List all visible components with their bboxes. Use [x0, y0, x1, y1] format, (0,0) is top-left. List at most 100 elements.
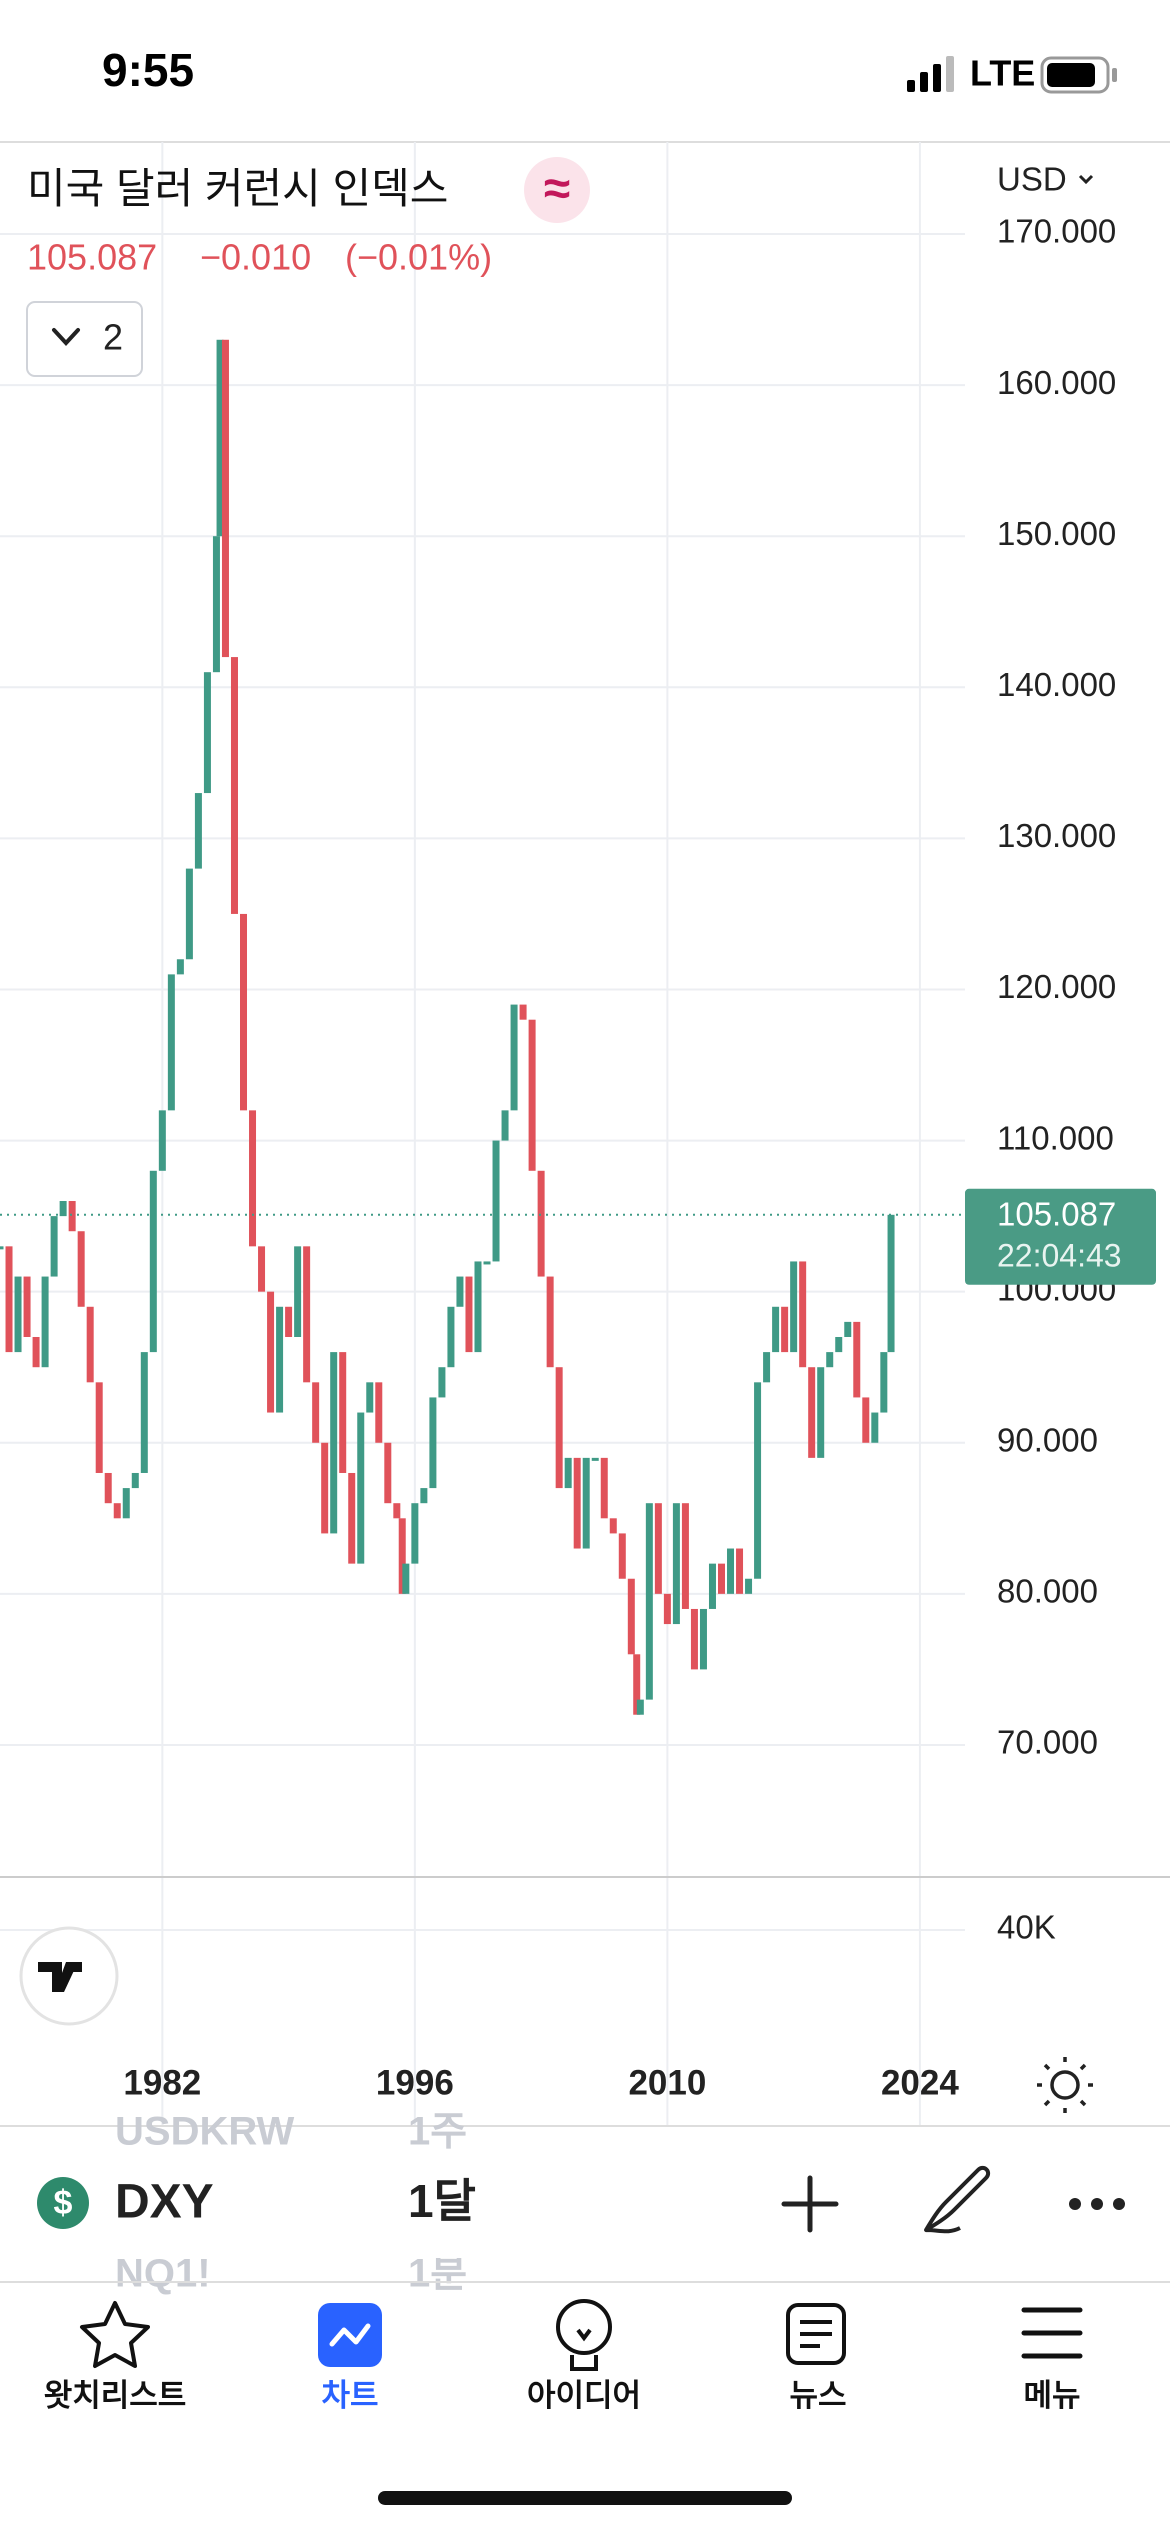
currency-caret: [1078, 174, 1094, 185]
candle: [555, 1367, 563, 1489]
candle: [582, 1457, 590, 1549]
candle: [853, 1321, 861, 1398]
interval[interactable]: 1달: [408, 2175, 476, 2227]
candle: [312, 1382, 320, 1443]
candle: [375, 1382, 383, 1443]
candle: [0, 1246, 4, 1250]
candle: [402, 1563, 410, 1594]
indicator-count: 2: [103, 317, 123, 358]
news-icon[interactable]: [786, 2303, 846, 2365]
candle: [398, 1518, 406, 1594]
candle: [447, 1306, 455, 1368]
symbol-name[interactable]: DXY: [115, 2176, 214, 2229]
candle: [492, 1140, 500, 1262]
candle: [483, 1261, 491, 1265]
candle: [50, 1216, 58, 1277]
candle: [519, 1004, 527, 1020]
candle: [131, 1472, 139, 1489]
x-tick-label: 2024: [881, 2063, 959, 2102]
candle: [717, 1563, 725, 1594]
candle: [59, 1201, 67, 1217]
status-time: 9:55: [102, 44, 194, 96]
candle: [763, 1352, 771, 1383]
prev-interval: 1주: [408, 2110, 467, 2154]
candle: [708, 1563, 716, 1609]
tradingview-logo[interactable]: [19, 1926, 119, 2026]
more-button[interactable]: [1069, 2198, 1125, 2210]
candle: [294, 1246, 302, 1337]
draw-button[interactable]: [924, 2165, 991, 2234]
candle: [158, 1110, 166, 1171]
candle: [663, 1593, 671, 1625]
candle: [140, 1352, 148, 1473]
header-change: −0.010: [200, 237, 311, 278]
candle: [267, 1291, 275, 1413]
menu-icon[interactable]: [1021, 2307, 1083, 2359]
chart-tab-icon[interactable]: [318, 2303, 382, 2367]
volume-tick-label: 40K: [997, 1909, 1056, 1946]
watchlist-icon[interactable]: [80, 2301, 150, 2368]
x-tick-label: 1996: [376, 2063, 454, 2102]
tab-label[interactable]: 왓치리스트: [44, 2378, 187, 2413]
candle: [86, 1306, 94, 1383]
y-tick-label: 90.000: [997, 1421, 1098, 1458]
candle: [817, 1367, 825, 1458]
candle: [230, 657, 238, 914]
candle: [645, 1503, 653, 1700]
candle: [727, 1548, 735, 1594]
candles: [0, 339, 965, 1715]
tab-label[interactable]: 차트: [321, 2378, 378, 2413]
candle: [249, 1110, 257, 1247]
candle: [880, 1352, 888, 1413]
candle: [808, 1367, 816, 1458]
candle: [510, 1004, 518, 1111]
candle: [736, 1548, 744, 1594]
candle: [348, 1472, 356, 1564]
next-symbol: NQ1!: [115, 2252, 211, 2296]
candle: [258, 1246, 266, 1292]
candle: [41, 1276, 49, 1368]
candle: [240, 913, 248, 1111]
currency-selector[interactable]: USD: [997, 161, 1067, 198]
data-delay-badge[interactable]: ≈: [524, 157, 590, 223]
candle: [95, 1382, 103, 1473]
home-indicator: [378, 2491, 792, 2505]
candle: [68, 1201, 76, 1232]
y-tick-label: 150.000: [997, 515, 1116, 552]
candle: [474, 1261, 482, 1353]
candle: [438, 1367, 446, 1398]
settings-icon[interactable]: [1037, 2057, 1093, 2113]
candle: [194, 793, 202, 869]
candle: [745, 1578, 753, 1594]
candle: [122, 1488, 130, 1519]
tab-label[interactable]: 아이디어: [527, 2378, 641, 2413]
tab-label[interactable]: 메뉴: [1023, 2378, 1080, 2413]
indicator-toggle[interactable]: 2: [26, 301, 143, 377]
candle: [633, 1654, 641, 1715]
svg-text:≈: ≈: [544, 163, 570, 216]
candle: [339, 1352, 347, 1473]
ideas-icon[interactable]: [556, 2299, 612, 2371]
symbol-title[interactable]: 미국 달러 커런시 인덱스: [27, 165, 448, 212]
add-button[interactable]: [781, 2175, 839, 2233]
candle: [429, 1397, 437, 1489]
network-type: LTE: [970, 53, 1035, 94]
candle: [537, 1170, 545, 1277]
tab-label[interactable]: 뉴스: [789, 2378, 846, 2413]
candle: [393, 1503, 401, 1519]
candle: [185, 868, 193, 960]
header-change-pct: (−0.01%): [345, 237, 492, 278]
candle: [573, 1457, 581, 1549]
candle: [366, 1382, 374, 1413]
candle: [799, 1261, 807, 1368]
grid: [0, 142, 965, 2126]
candle: [384, 1442, 392, 1504]
candle: [330, 1352, 338, 1534]
last-price-label: 105.087: [997, 1196, 1116, 1233]
y-tick-label: 140.000: [997, 666, 1116, 703]
candle: [600, 1457, 608, 1519]
x-tick-label: 1982: [123, 2063, 201, 2102]
y-tick-label: 120.000: [997, 968, 1116, 1005]
candle: [285, 1306, 293, 1337]
